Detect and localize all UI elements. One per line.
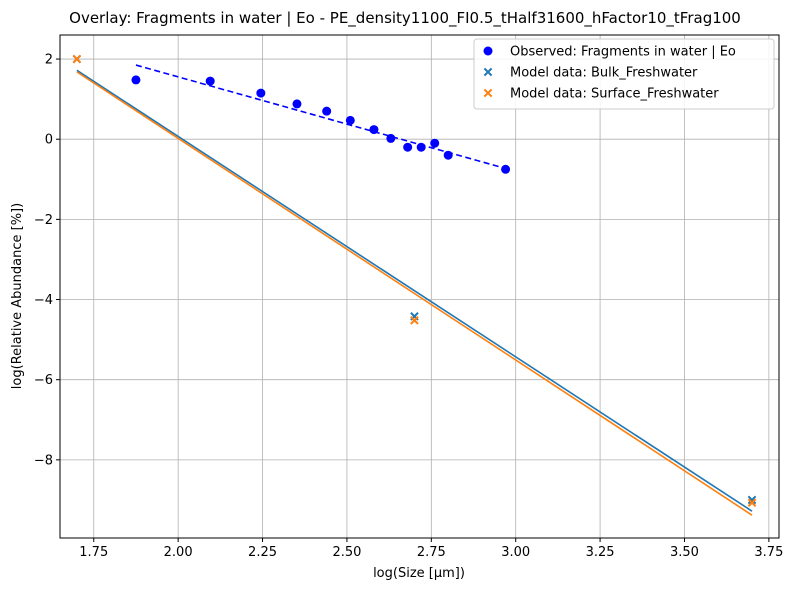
x-tick-label: 3.75: [754, 545, 783, 560]
y-tick-label: −4: [34, 293, 53, 308]
data-point: [747, 498, 757, 508]
data-point: [292, 99, 302, 109]
data-point: [205, 76, 215, 86]
x-axis: 1.75 2.00 2.25 2.50 2.75 3.00 3.25 3.50 3.75: [79, 538, 783, 560]
data-point: [345, 115, 355, 125]
chart-title: Overlay: Fragments in water | Eo - PE_de…: [69, 9, 741, 28]
fit-lines: [76, 64, 753, 516]
legend-box: [473, 38, 775, 110]
data-point: [369, 125, 379, 135]
plot-frame: [59, 34, 780, 539]
data-point: [416, 142, 426, 152]
y-tick-label: 2: [45, 53, 53, 68]
data-point: [501, 164, 511, 174]
x-axis-label: log(Size [µm]): [373, 566, 465, 581]
x-tick-label: 3.50: [670, 545, 699, 560]
legend-label: Model data: Surface_Freshwater: [510, 87, 719, 102]
legend-label: Observed: Fragments in water | Eo: [510, 45, 736, 60]
y-axis: −8 −6 −4 −2 0 2: [34, 53, 60, 468]
y-tick-label: −8: [34, 453, 53, 468]
fit-line: [76, 71, 753, 516]
legend-marker: [483, 67, 493, 77]
x-tick-label: 3.25: [586, 545, 615, 560]
x-tick-label: 2.25: [248, 545, 277, 560]
data-point: [386, 133, 396, 143]
data-point: [410, 316, 419, 325]
x-tick-label: 2.50: [332, 545, 361, 560]
data-point: [131, 75, 141, 85]
legend-marker: [483, 46, 493, 56]
fit-line: [76, 69, 753, 512]
data-point: [443, 150, 453, 160]
legend-marker: [483, 88, 493, 98]
data-point: [256, 88, 266, 98]
data-point: [322, 106, 332, 116]
x-tick-label: 2.00: [164, 545, 193, 560]
y-tick-label: −6: [34, 373, 53, 388]
legend: Observed: Fragments in water | Eo Model d…: [473, 38, 775, 110]
data-point: [72, 54, 82, 64]
legend-label: Model data: Bulk_Freshwater: [510, 66, 698, 81]
x-tick-label: 2.75: [417, 545, 446, 560]
data-point: [403, 142, 413, 152]
y-axis-label: log(Relative Abundance [%]): [10, 203, 25, 389]
data-point: [747, 495, 757, 505]
fit-line: [135, 64, 506, 170]
data-points: [72, 54, 757, 508]
x-tick-label: 3.00: [501, 545, 530, 560]
grid: [60, 35, 779, 538]
x-tick-label: 1.75: [79, 545, 108, 560]
y-tick-label: 0: [45, 133, 53, 148]
y-tick-label: −2: [34, 213, 53, 228]
data-point: [430, 138, 440, 148]
